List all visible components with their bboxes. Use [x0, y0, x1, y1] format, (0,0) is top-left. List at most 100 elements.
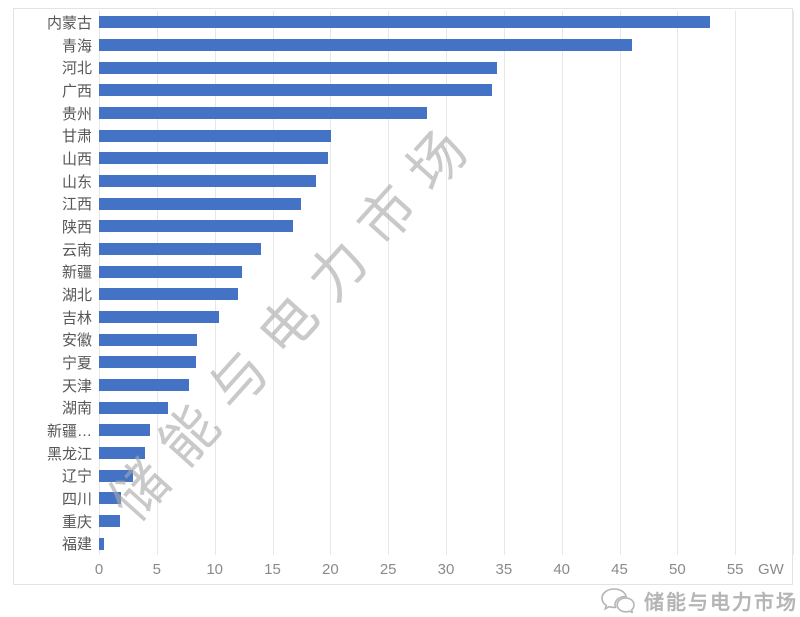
bar — [99, 107, 428, 120]
category-label: 山西 — [61, 150, 92, 168]
bar — [99, 84, 493, 97]
x-axis-unit-label: GW — [758, 561, 784, 578]
bar-row: 陕西 — [14, 215, 793, 238]
bar-track — [99, 34, 793, 57]
bar-row: 福建 — [14, 532, 793, 555]
category-label: 云南 — [61, 241, 92, 259]
bar-track — [99, 464, 793, 487]
category-label: 甘肃 — [61, 128, 92, 146]
bar — [99, 311, 220, 324]
bar-track — [99, 283, 793, 306]
category-label: 贵州 — [61, 105, 92, 123]
bar — [99, 447, 146, 460]
bar-row: 青海 — [14, 34, 793, 57]
bar-track — [99, 510, 793, 533]
bar — [99, 469, 133, 482]
bar-row: 重庆 — [14, 510, 793, 533]
bar-row: 甘肃 — [14, 124, 793, 147]
bar-row: 河北 — [14, 56, 793, 79]
footer-logo-text: 储能与电力市场 — [644, 591, 798, 614]
bar-row: 吉林 — [14, 306, 793, 329]
gridline — [446, 11, 447, 555]
bar-track — [99, 306, 793, 329]
bar-row: 广西 — [14, 79, 793, 102]
category-label: 山东 — [61, 173, 92, 191]
category-label: 天津 — [61, 377, 92, 395]
bar-rows: 内蒙古青海河北 广西贵州甘肃山西山东江西陕西云南 新疆 湖北吉林 安徽宁夏天津湖南新疆…… — [14, 11, 793, 555]
gridline — [793, 11, 794, 555]
chat-bubbles-icon — [601, 588, 635, 613]
bar — [99, 288, 238, 301]
category-label: 四川 — [61, 490, 92, 508]
x-tick-label: 35 — [495, 561, 513, 578]
category-label: 江西 — [61, 196, 92, 214]
category-label: 黑龙江 — [46, 445, 92, 463]
category-label: 吉林 — [61, 309, 92, 327]
bar — [99, 197, 302, 210]
x-tick-label: 0 — [94, 561, 104, 578]
bar-row: 新疆… — [14, 419, 793, 442]
bar — [99, 175, 317, 188]
category-label: 河北 — [61, 60, 92, 78]
gridline — [561, 11, 563, 555]
bar-track — [99, 56, 793, 79]
bar-row: 安徽 — [14, 328, 793, 351]
bar — [99, 333, 198, 346]
bar-track — [99, 238, 793, 261]
bar-row: 天津 — [14, 374, 793, 397]
category-label: 宁夏 — [61, 354, 92, 372]
gridline — [272, 11, 274, 555]
bar — [99, 515, 120, 528]
bar-track — [99, 260, 793, 283]
bar-row: 湖北 — [14, 283, 793, 306]
bar-track — [99, 374, 793, 397]
bar — [99, 401, 169, 414]
bar — [99, 243, 261, 256]
gridline — [677, 11, 679, 555]
x-tick-label: 20 — [321, 561, 339, 578]
bar-track — [99, 79, 793, 102]
bar-track — [99, 147, 793, 170]
bar-row: 宁夏 — [14, 351, 793, 374]
bar-row: 山东 — [14, 170, 793, 193]
bar-track — [99, 170, 793, 193]
category-label: 福建 — [61, 536, 92, 554]
x-axis: 0 5 10 15 20 25 30 35 40 45 50 55 GW — [14, 561, 792, 585]
bar-row: 云南 — [14, 238, 793, 261]
category-label: 湖南 — [61, 400, 92, 418]
bar-row: 内蒙古 — [14, 11, 793, 34]
bar-track — [99, 124, 793, 147]
bar-track — [99, 419, 793, 442]
bar-row: 江西 — [14, 192, 793, 215]
gridline — [156, 11, 158, 555]
x-tick-label: 25 — [379, 561, 397, 578]
x-tick-label: 45 — [611, 561, 628, 578]
category-label: 重庆 — [61, 513, 92, 531]
x-tick-label: 55 — [726, 561, 744, 578]
x-tick-label: 50 — [668, 561, 686, 578]
bar-track — [99, 215, 793, 238]
bar-track — [99, 192, 793, 215]
bar-track — [99, 396, 793, 419]
x-tick-label: 30 — [437, 561, 455, 578]
x-tick-label: 10 — [206, 561, 223, 578]
bar — [99, 220, 294, 233]
gridline — [388, 11, 390, 555]
category-label: 新疆… — [46, 422, 92, 440]
bar-row: 新疆 — [14, 260, 793, 283]
category-label: 青海 — [61, 37, 92, 55]
gridline — [330, 11, 332, 555]
bar-row: 辽宁 — [14, 464, 793, 487]
gridline — [735, 11, 737, 555]
bar-row: 贵州 — [14, 102, 793, 125]
bar — [99, 424, 150, 437]
category-label: 陕西 — [61, 218, 92, 236]
gridline — [99, 11, 100, 555]
bar-track — [99, 351, 793, 374]
category-label: 辽宁 — [61, 468, 92, 486]
bar — [99, 356, 197, 369]
bar — [99, 492, 121, 505]
bar-row: 山西 — [14, 147, 793, 170]
bar-row: 湖南 — [14, 396, 793, 419]
bar — [99, 39, 633, 51]
